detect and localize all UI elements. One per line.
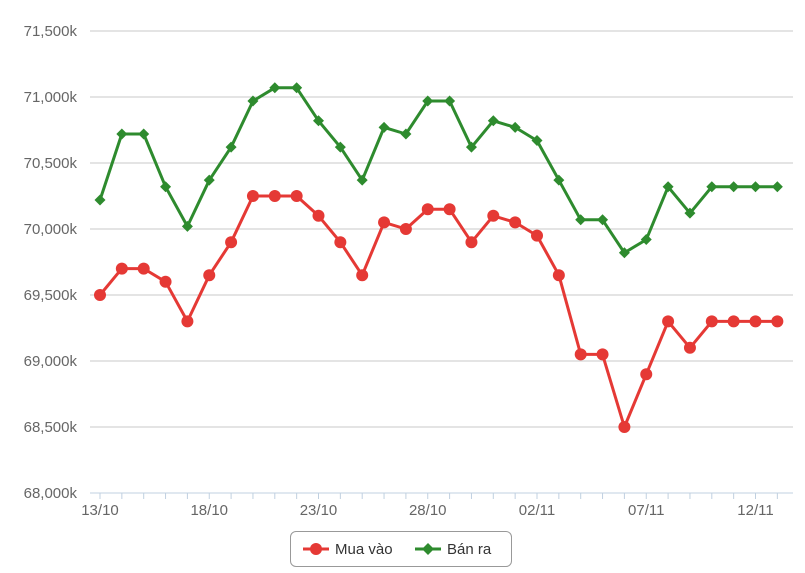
data-point[interactable] bbox=[443, 203, 456, 216]
series-line bbox=[98, 86, 778, 255]
legend-circle-marker-icon bbox=[303, 543, 329, 555]
y-tick-label: 70,500k bbox=[24, 155, 78, 172]
data-point[interactable] bbox=[487, 115, 499, 127]
data-point[interactable] bbox=[378, 121, 390, 133]
data-point[interactable] bbox=[422, 95, 434, 107]
data-point[interactable] bbox=[509, 121, 521, 133]
legend-label-ban-ra: Bán ra bbox=[447, 540, 492, 558]
y-tick-label: 68,500k bbox=[24, 419, 78, 436]
data-point[interactable] bbox=[115, 262, 128, 275]
data-point[interactable] bbox=[94, 289, 106, 301]
data-point[interactable] bbox=[684, 207, 696, 219]
x-tick-label: 23/10 bbox=[300, 502, 338, 519]
series-mua-vao bbox=[94, 190, 784, 433]
data-point[interactable] bbox=[596, 348, 609, 361]
data-point[interactable] bbox=[662, 315, 675, 328]
data-point[interactable] bbox=[94, 194, 106, 206]
data-point[interactable] bbox=[421, 203, 434, 216]
data-point[interactable] bbox=[705, 315, 718, 328]
data-point[interactable] bbox=[378, 216, 391, 229]
x-tick-label: 02/11 bbox=[519, 502, 555, 519]
data-point[interactable] bbox=[575, 214, 587, 226]
data-point[interactable] bbox=[728, 181, 740, 193]
data-point[interactable] bbox=[268, 190, 281, 202]
data-point[interactable] bbox=[531, 229, 543, 242]
data-point[interactable] bbox=[160, 181, 172, 193]
legend-item-mua-vao[interactable]: Mua vào bbox=[303, 532, 393, 566]
legend-diamond-marker-icon bbox=[415, 543, 441, 555]
data-point[interactable] bbox=[159, 275, 172, 288]
series-ban-ra bbox=[94, 82, 783, 259]
data-point[interactable] bbox=[137, 262, 150, 275]
data-point[interactable] bbox=[203, 269, 216, 282]
data-point[interactable] bbox=[750, 181, 761, 193]
data-point[interactable] bbox=[727, 315, 740, 328]
data-point[interactable] bbox=[400, 128, 412, 140]
data-point[interactable] bbox=[553, 174, 565, 186]
data-point[interactable] bbox=[574, 348, 587, 361]
gridlines bbox=[90, 30, 793, 428]
data-point[interactable] bbox=[487, 209, 500, 222]
data-point[interactable] bbox=[618, 421, 631, 433]
data-point[interactable] bbox=[334, 141, 346, 153]
y-tick-label: 71,000k bbox=[24, 89, 78, 106]
data-point[interactable] bbox=[640, 234, 652, 246]
data-point[interactable] bbox=[771, 181, 783, 193]
data-point[interactable] bbox=[749, 315, 762, 328]
data-point[interactable] bbox=[291, 82, 303, 94]
data-point[interactable] bbox=[269, 82, 281, 94]
data-point[interactable] bbox=[706, 181, 718, 193]
data-point[interactable] bbox=[356, 269, 369, 282]
series-line bbox=[98, 194, 778, 429]
legend: Mua vào Bán ra bbox=[290, 531, 512, 567]
line-chart: 68,000k 68,500k 69,000k 69,500k 70,000k 70,50… bbox=[24, 23, 793, 519]
data-point[interactable] bbox=[552, 269, 565, 282]
data-point[interactable] bbox=[465, 236, 478, 249]
data-point[interactable] bbox=[662, 181, 674, 193]
data-point[interactable] bbox=[181, 315, 194, 328]
data-point[interactable] bbox=[444, 95, 456, 107]
data-point[interactable] bbox=[313, 115, 324, 127]
data-point[interactable] bbox=[618, 247, 630, 259]
data-point[interactable] bbox=[290, 190, 303, 202]
data-point[interactable] bbox=[138, 128, 150, 140]
data-point[interactable] bbox=[181, 220, 193, 232]
x-tick-label: 13/10 bbox=[81, 502, 119, 519]
y-axis-labels: 68,000k 68,500k 69,000k 69,500k 70,000k 70,50… bbox=[24, 23, 78, 502]
x-tick-label: 28/10 bbox=[409, 502, 447, 519]
y-tick-label: 70,000k bbox=[24, 221, 78, 238]
x-tick-label: 18/10 bbox=[190, 502, 228, 519]
data-point[interactable] bbox=[509, 216, 522, 229]
data-point[interactable] bbox=[683, 341, 696, 354]
data-point[interactable] bbox=[225, 141, 237, 153]
data-point[interactable] bbox=[246, 190, 259, 202]
legend-item-ban-ra[interactable]: Bán ra bbox=[415, 532, 491, 566]
data-point[interactable] bbox=[203, 174, 215, 186]
data-point[interactable] bbox=[334, 236, 347, 249]
legend-label-mua-vao: Mua vào bbox=[335, 540, 393, 558]
data-point[interactable] bbox=[465, 141, 477, 153]
x-axis: 13/10 18/10 23/10 28/10 02/11 07/11 12/11 bbox=[81, 492, 793, 519]
data-point[interactable] bbox=[640, 368, 653, 381]
x-tick-label: 07/11 bbox=[628, 502, 664, 519]
y-tick-label: 71,500k bbox=[24, 23, 78, 40]
y-tick-label: 68,000k bbox=[24, 485, 78, 502]
data-point[interactable] bbox=[399, 223, 412, 235]
data-point[interactable] bbox=[247, 95, 259, 107]
series-group bbox=[94, 82, 784, 433]
data-point[interactable] bbox=[116, 128, 128, 140]
data-point[interactable] bbox=[225, 236, 238, 249]
data-point[interactable] bbox=[597, 214, 609, 226]
y-tick-label: 69,500k bbox=[24, 287, 78, 304]
data-point[interactable] bbox=[771, 315, 784, 328]
data-point[interactable] bbox=[356, 174, 368, 186]
data-point[interactable] bbox=[312, 209, 325, 222]
data-point[interactable] bbox=[531, 135, 543, 147]
x-tick-label: 12/11 bbox=[737, 502, 773, 519]
y-tick-label: 69,000k bbox=[24, 353, 78, 370]
